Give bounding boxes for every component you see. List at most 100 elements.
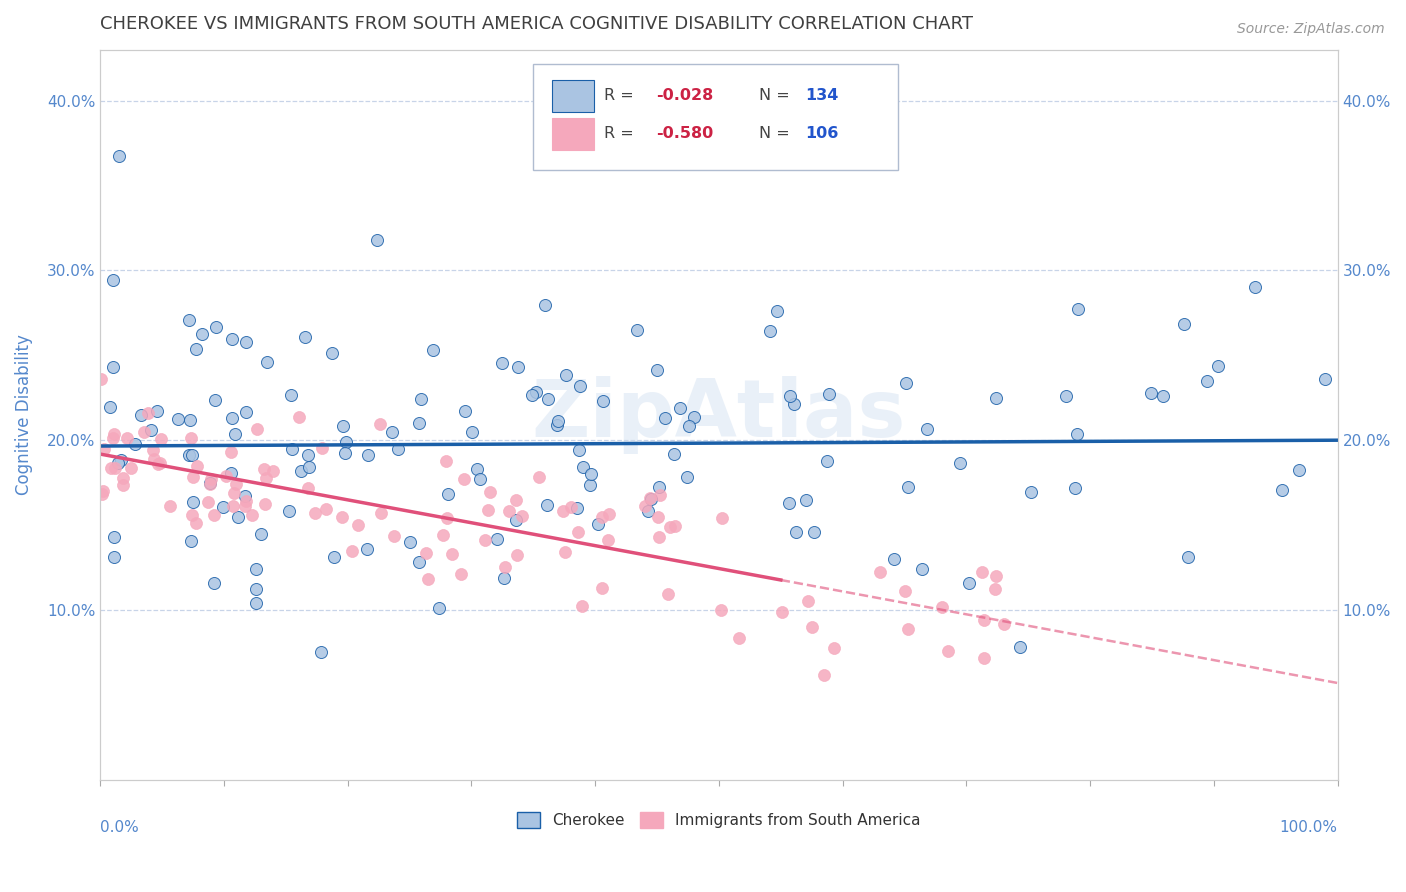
Point bbox=[1288, 463, 1310, 477]
Point bbox=[356, 541, 378, 556]
Point bbox=[568, 443, 591, 458]
Point bbox=[640, 491, 662, 505]
Point bbox=[321, 346, 343, 360]
Point bbox=[177, 313, 200, 327]
Point bbox=[107, 148, 129, 162]
Point bbox=[534, 298, 557, 312]
Point bbox=[461, 425, 484, 439]
Point bbox=[441, 547, 464, 561]
Point bbox=[384, 528, 406, 542]
Point bbox=[658, 519, 681, 533]
Point bbox=[537, 392, 560, 406]
Point bbox=[437, 487, 460, 501]
Point bbox=[637, 504, 659, 518]
Point bbox=[129, 408, 152, 422]
Point bbox=[146, 404, 169, 418]
Point bbox=[936, 643, 959, 657]
Point bbox=[333, 446, 356, 460]
Point bbox=[311, 441, 333, 455]
Point bbox=[571, 599, 593, 613]
Point bbox=[290, 464, 312, 478]
Point bbox=[527, 470, 550, 484]
Point bbox=[245, 582, 267, 596]
Point bbox=[304, 506, 326, 520]
Text: CHEROKEE VS IMMIGRANTS FROM SOUTH AMERICA COGNITIVE DISABILITY CORRELATION CHART: CHEROKEE VS IMMIGRANTS FROM SOUTH AMERIC… bbox=[100, 15, 973, 33]
Point bbox=[202, 508, 225, 523]
Point bbox=[434, 454, 457, 468]
Point bbox=[520, 388, 543, 402]
Point bbox=[110, 453, 132, 467]
Text: 0.0%: 0.0% bbox=[100, 820, 139, 835]
Point bbox=[669, 401, 692, 416]
Text: -0.580: -0.580 bbox=[655, 127, 713, 141]
Point bbox=[103, 550, 125, 565]
Point bbox=[181, 508, 204, 522]
Point bbox=[315, 502, 337, 516]
Point bbox=[897, 480, 920, 494]
Point bbox=[634, 499, 657, 513]
Point bbox=[778, 495, 800, 509]
Point bbox=[370, 506, 392, 520]
Point bbox=[180, 533, 202, 548]
Point bbox=[432, 528, 454, 542]
Point bbox=[136, 406, 159, 420]
Point bbox=[221, 411, 243, 425]
Point bbox=[357, 448, 380, 462]
Point bbox=[782, 397, 804, 411]
Point bbox=[450, 567, 472, 582]
Point bbox=[98, 400, 121, 414]
Point bbox=[1054, 389, 1077, 403]
Point bbox=[347, 518, 370, 533]
Point bbox=[591, 581, 613, 595]
Point bbox=[494, 560, 516, 574]
Point bbox=[477, 503, 499, 517]
Point bbox=[309, 645, 332, 659]
Point bbox=[727, 631, 749, 645]
Text: R =: R = bbox=[603, 88, 638, 103]
Point bbox=[973, 613, 995, 627]
Point bbox=[149, 432, 172, 446]
Point bbox=[546, 418, 568, 433]
Y-axis label: Cognitive Disability: Cognitive Disability bbox=[15, 334, 32, 495]
Text: N =: N = bbox=[759, 127, 794, 141]
Point bbox=[917, 422, 939, 436]
Point bbox=[427, 601, 450, 615]
Point bbox=[233, 499, 256, 513]
Point bbox=[818, 386, 841, 401]
Point bbox=[498, 504, 520, 518]
Point bbox=[779, 389, 801, 403]
Point bbox=[409, 392, 432, 406]
Point bbox=[823, 641, 845, 656]
Point bbox=[224, 426, 246, 441]
FancyBboxPatch shape bbox=[553, 79, 593, 112]
Point bbox=[664, 519, 686, 533]
Point bbox=[993, 616, 1015, 631]
Point bbox=[647, 530, 669, 544]
Point bbox=[399, 535, 422, 549]
Point bbox=[648, 479, 671, 493]
Point bbox=[166, 412, 188, 426]
Point bbox=[211, 500, 233, 514]
Point bbox=[415, 546, 437, 560]
Point bbox=[1064, 481, 1087, 495]
Point bbox=[124, 437, 146, 451]
Point bbox=[453, 472, 475, 486]
Point bbox=[1271, 483, 1294, 497]
Point bbox=[107, 456, 129, 470]
Point bbox=[198, 476, 221, 491]
Text: 100.0%: 100.0% bbox=[1279, 820, 1337, 835]
Point bbox=[256, 354, 278, 368]
Point bbox=[240, 508, 263, 522]
Point bbox=[711, 511, 734, 525]
Point bbox=[1177, 550, 1199, 565]
Point bbox=[103, 530, 125, 544]
Point bbox=[579, 467, 602, 481]
Point bbox=[297, 448, 319, 462]
Point bbox=[869, 566, 891, 580]
Point bbox=[253, 462, 276, 476]
Point bbox=[1173, 317, 1195, 331]
Point bbox=[592, 394, 614, 409]
Point bbox=[803, 525, 825, 540]
Point bbox=[142, 452, 165, 467]
Point bbox=[104, 460, 127, 475]
